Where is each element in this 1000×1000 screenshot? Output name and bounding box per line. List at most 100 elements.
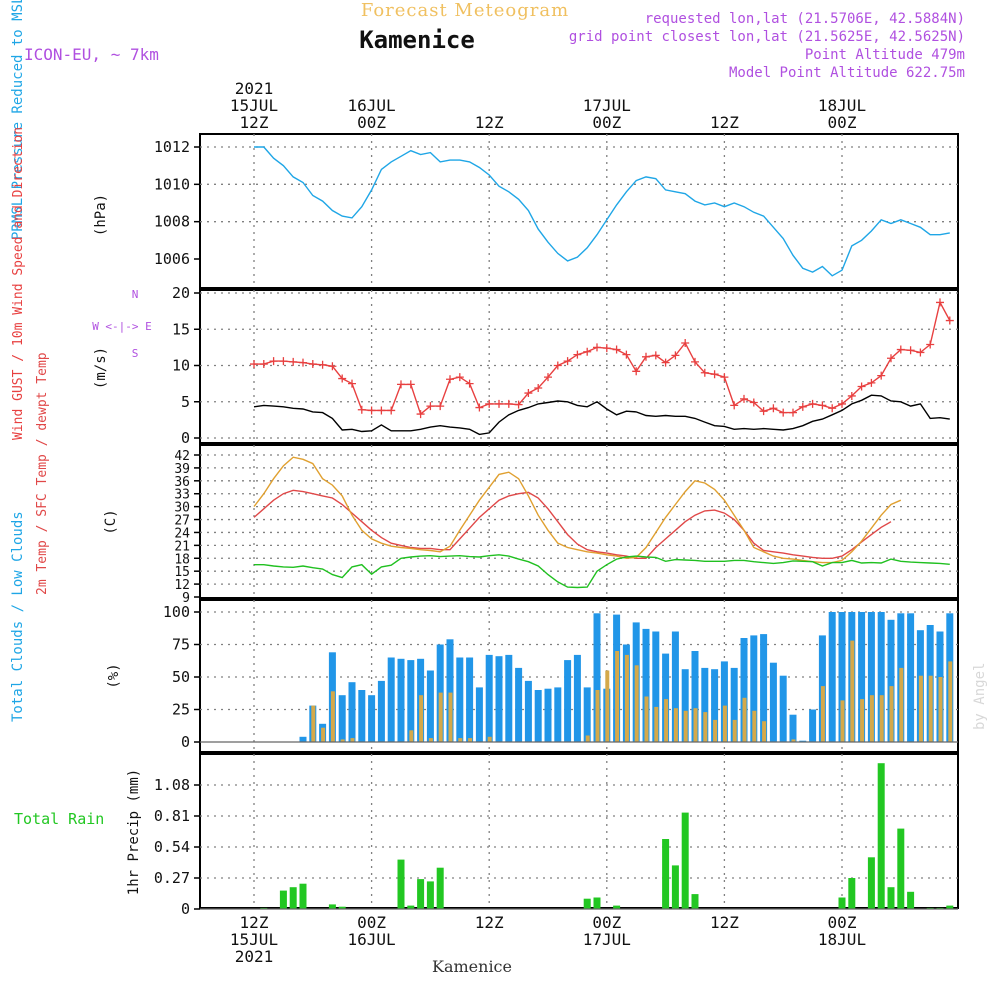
gust-marker [299,358,307,367]
bar-primary [848,878,856,909]
gust-marker [553,361,562,370]
y-tick-label: 0.81 [154,807,190,825]
bar-secondary [722,705,727,742]
bottom-time-label: 2021 [235,947,274,966]
bar-primary [769,662,777,742]
gust-marker [642,352,650,361]
y-tick-label: 42 [174,449,190,464]
top-time-label: 00Z [592,113,621,132]
bar-primary [338,695,346,742]
bar-primary [907,891,915,909]
bar-secondary [899,667,904,742]
gust-marker [691,357,699,366]
top-time-label: 12Z [710,113,739,132]
bottom-time-label: 15JUL [230,930,278,949]
bar-secondary [330,691,335,742]
bar-secondary [624,654,629,742]
bar-secondary [791,739,796,742]
y-tick-label: 30 [174,501,190,516]
bar-primary [613,905,621,909]
gust-marker [406,380,415,389]
gust-marker [847,391,856,400]
bar-secondary [595,690,600,742]
bar-secondary [879,695,884,742]
gust-marker [661,358,670,367]
bar-secondary [938,677,943,742]
gust-marker [828,404,837,413]
bar-primary [417,879,425,909]
bar-primary [564,660,572,742]
panel-0: 1006 1008 1010 1012 [154,133,959,289]
gust-marker [455,373,464,382]
bar-primary [877,763,885,909]
top-time-label: 00Z [357,113,386,132]
gust-marker [338,374,347,383]
bar-primary [446,639,454,742]
bar-secondary [840,700,845,742]
y-tick-label: 0 [181,733,190,751]
bar-primary [338,906,346,909]
bar-primary [887,887,895,909]
series-line-0 [253,489,892,559]
gust-marker [436,402,445,411]
gust-marker [906,346,915,355]
gust-marker [514,400,523,409]
gust-marker [426,402,435,411]
gust-marker [887,354,895,363]
bottom-time-label: 12Z [710,913,739,932]
panel-frame [199,444,959,599]
y-tick-label: 0.54 [154,838,190,856]
gust-marker [740,394,748,403]
bar-primary [838,612,846,742]
gust-marker [357,405,366,414]
y-tick-label: 5 [181,393,190,411]
gust-marker [867,378,876,387]
gust-marker [651,351,660,360]
y-tick-label: 12 [174,578,190,593]
percent-label: (%) [106,663,122,688]
bar-primary [867,857,875,909]
bar-secondary [820,686,825,742]
gust-marker [700,368,709,377]
bottom-time-label: 00Z [592,913,621,932]
panel-4: 0 0.27 0.54 0.81 1.08 [154,753,959,918]
series-line-0 [254,300,951,416]
wind-label: Wind GUST / 10m Wind Speed and Direction [11,127,26,440]
gust-marker [838,399,846,408]
y-tick-label: 39 [174,462,190,477]
bar-primary [534,690,542,742]
y-tick-label: 50 [172,668,190,686]
gust-marker [563,357,572,366]
bar-primary [505,654,513,742]
gust-marker [318,360,327,369]
bar-primary [730,667,738,742]
gust-marker [573,350,582,359]
bar-primary [809,709,817,742]
bar-primary [387,657,395,742]
bottom-time-label: 12Z [475,913,504,932]
panel-frame [199,133,959,289]
bar-primary [583,898,591,909]
gust-marker [259,360,268,369]
y-tick-label: 10 [172,357,190,375]
bar-primary [642,628,650,742]
gust-marker [416,410,425,419]
compass-n: N [132,288,139,301]
bar-secondary [350,738,355,742]
gust-marker [367,406,376,415]
bar-secondary [850,640,855,742]
y-tick-label: 20 [172,284,190,302]
y-tick-label: 15 [172,320,190,338]
gust-marker [622,350,631,359]
gust-marker [446,375,454,384]
gust-marker [730,401,739,410]
bar-primary [397,859,405,909]
gust-marker [279,357,288,366]
top-time-label: 15JUL [230,96,278,115]
gust-marker [544,373,552,382]
y-tick-label: 1008 [154,213,190,231]
top-time-label: 2021 [235,79,274,98]
bar-primary [740,638,748,742]
